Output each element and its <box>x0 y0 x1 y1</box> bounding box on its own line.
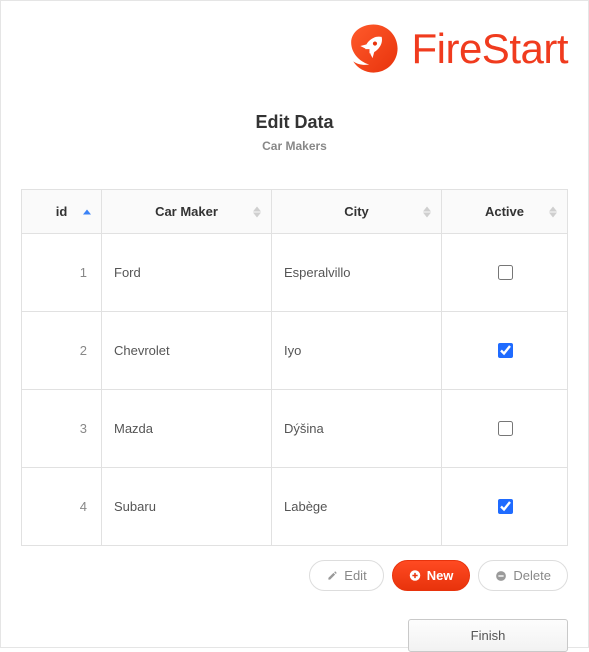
rocket-icon <box>346 21 401 76</box>
col-header-label: Active <box>485 204 524 219</box>
cell-city: Iyo <box>272 312 442 390</box>
logo-row: FireStart <box>21 21 568 76</box>
plus-circle-icon <box>409 570 421 582</box>
cell-city: Esperalvillo <box>272 234 442 312</box>
button-label: New <box>427 568 454 583</box>
cell-id: 4 <box>22 468 102 546</box>
cell-maker: Ford <box>102 234 272 312</box>
col-header-label: Car Maker <box>155 204 218 219</box>
cell-id: 2 <box>22 312 102 390</box>
cell-active <box>442 234 568 312</box>
table-row[interactable]: 4 Subaru Labège <box>22 468 568 546</box>
page-subtitle: Car Makers <box>21 139 568 153</box>
active-checkbox[interactable] <box>498 499 513 514</box>
sort-icon <box>83 209 91 214</box>
brand-logo: FireStart <box>346 21 568 76</box>
edit-button[interactable]: Edit <box>309 560 383 591</box>
active-checkbox[interactable] <box>498 265 513 280</box>
data-table: id Car Maker City <box>21 189 568 546</box>
delete-button[interactable]: Delete <box>478 560 568 591</box>
table-row[interactable]: 3 Mazda Dýšina <box>22 390 568 468</box>
col-header-label: City <box>344 204 369 219</box>
col-header-maker[interactable]: Car Maker <box>102 190 272 234</box>
cell-active <box>442 312 568 390</box>
cell-id: 3 <box>22 390 102 468</box>
brand-name: FireStart <box>411 25 568 73</box>
minus-circle-icon <box>495 570 507 582</box>
action-row: Edit New Delete <box>21 560 568 591</box>
pencil-icon <box>326 570 338 582</box>
active-checkbox[interactable] <box>498 343 513 358</box>
sort-icon <box>253 206 261 217</box>
page-title: Edit Data <box>21 112 568 133</box>
cell-city: Labège <box>272 468 442 546</box>
cell-id: 1 <box>22 234 102 312</box>
table-row[interactable]: 1 Ford Esperalvillo <box>22 234 568 312</box>
cell-maker: Subaru <box>102 468 272 546</box>
finish-button[interactable]: Finish <box>408 619 568 652</box>
title-block: Edit Data Car Makers <box>21 112 568 153</box>
cell-maker: Mazda <box>102 390 272 468</box>
cell-active <box>442 390 568 468</box>
new-button[interactable]: New <box>392 560 471 591</box>
table-header-row: id Car Maker City <box>22 190 568 234</box>
edit-data-panel: FireStart Edit Data Car Makers id Car Ma… <box>0 0 589 648</box>
sort-icon <box>549 206 557 217</box>
cell-city: Dýšina <box>272 390 442 468</box>
finish-row: Finish <box>21 619 568 652</box>
table-row[interactable]: 2 Chevrolet Iyo <box>22 312 568 390</box>
active-checkbox[interactable] <box>498 421 513 436</box>
sort-icon <box>423 206 431 217</box>
cell-active <box>442 468 568 546</box>
col-header-city[interactable]: City <box>272 190 442 234</box>
table-body: 1 Ford Esperalvillo 2 Chevrolet Iyo 3 Ma… <box>22 234 568 546</box>
button-label: Edit <box>344 568 366 583</box>
cell-maker: Chevrolet <box>102 312 272 390</box>
col-header-label: id <box>56 204 68 219</box>
col-header-active[interactable]: Active <box>442 190 568 234</box>
col-header-id[interactable]: id <box>22 190 102 234</box>
button-label: Delete <box>513 568 551 583</box>
